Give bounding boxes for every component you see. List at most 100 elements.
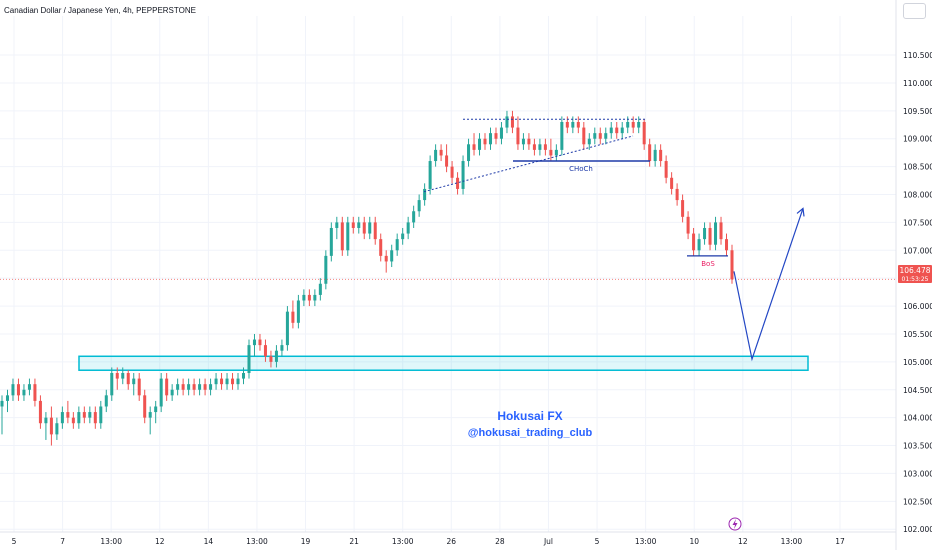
candle-body [494,133,498,139]
candle-body [714,222,718,245]
time-tick-label: 12 [738,537,748,546]
candle-body [71,417,75,424]
candle-body [16,384,20,396]
symbol-title: Canadian Dollar / Japanese Yen, 4h, PEPP… [4,6,196,15]
time-tick-label: 5 [12,537,17,546]
candle-body [576,121,580,128]
candle-body [49,417,53,435]
candle-body [648,144,652,162]
time-tick-label: 19 [301,537,311,546]
price-tick-label: 107.500 [903,218,932,227]
price-tick-label: 110.500 [903,51,932,60]
price-tick-label: 105.000 [903,358,932,367]
candle-body [697,239,701,251]
candle-body [82,412,86,418]
price-tick-label: 107.000 [903,246,932,255]
candle-body [692,233,696,251]
candle-body [93,412,97,424]
candle-body [77,412,81,424]
candle-body [296,300,300,323]
projection-arrowhead [796,207,805,217]
candle-body [401,233,405,240]
candle-body [88,412,92,418]
price-tick-label: 104.000 [903,414,932,423]
candle-body [439,149,443,156]
candle-body [66,412,70,418]
candle-body [302,294,306,301]
candle-body [510,116,514,128]
time-tick-label: 26 [447,537,457,546]
price-tick-label: 102.500 [903,497,932,506]
candle-body [527,138,531,145]
candle-body [379,239,383,256]
candle-body [373,222,377,240]
watermark-name: Hokusai FX [497,409,562,423]
price-tick-label: 110.000 [903,79,932,88]
candle-body [631,121,635,128]
price-tick-label: 106.000 [903,302,932,311]
candle-body [126,373,130,385]
candle-body [703,227,707,240]
candle-body [505,116,509,128]
candle-body [461,161,465,189]
candle-body [351,222,355,228]
candle-body [615,127,619,134]
candle-body [318,283,322,295]
candle-body [499,127,503,139]
candle-body [27,384,31,390]
candle-body [445,155,449,167]
candle-body [33,384,37,401]
candle-body [187,384,191,390]
candle-body [357,222,361,228]
candle-body [543,144,547,150]
candle-body [263,345,267,357]
candle-body [307,294,311,301]
time-tick-label: Jul [543,537,553,546]
candle-body [313,294,317,301]
candle-body [659,149,663,162]
candle-body [329,227,333,256]
candle-body [593,133,597,139]
candle-body [241,373,246,379]
price-tick-label: 102.000 [903,525,932,534]
candle-body [181,384,185,390]
countdown-timer: 01:53:25 [902,276,929,283]
time-tick-label: 12 [155,537,165,546]
candle-body [324,255,328,284]
candle-body [598,133,602,139]
candle-body [554,149,558,156]
candle-body [38,400,42,424]
demand-zone [78,355,809,371]
candle-body [565,121,569,128]
candle-body [165,378,169,396]
time-tick-label: 21 [349,537,359,546]
candle-body [670,177,674,189]
candle-body [214,378,218,385]
price-tick-label: 108.000 [903,191,932,200]
candle-body [516,127,520,145]
demand-zone-layer [78,355,809,371]
candle-body [220,378,224,385]
candle-body [110,373,114,396]
candle-body [340,222,344,251]
chart-settings-button[interactable] [903,3,926,19]
candle-body [55,423,59,435]
candle-body [604,133,608,139]
candle-body [664,161,668,178]
candle-body [5,395,9,401]
candle-body [269,356,273,362]
candle-body [560,121,564,150]
candle-body [335,222,339,228]
candle-body [571,121,575,128]
candle-body [115,373,119,379]
candle-body [719,222,723,240]
candle-body [11,384,15,396]
lightning-icon[interactable] [728,517,742,531]
time-axis[interactable]: 5 7 13:00 12 14 13:00 19 21 13:00 26 28 Jul 5 13:00 10… [12,537,845,546]
candle-body [159,378,163,407]
rising-trendline [423,135,634,193]
candle-body [521,138,525,145]
time-tick-label: 17 [835,537,845,546]
candle-body [708,227,712,245]
